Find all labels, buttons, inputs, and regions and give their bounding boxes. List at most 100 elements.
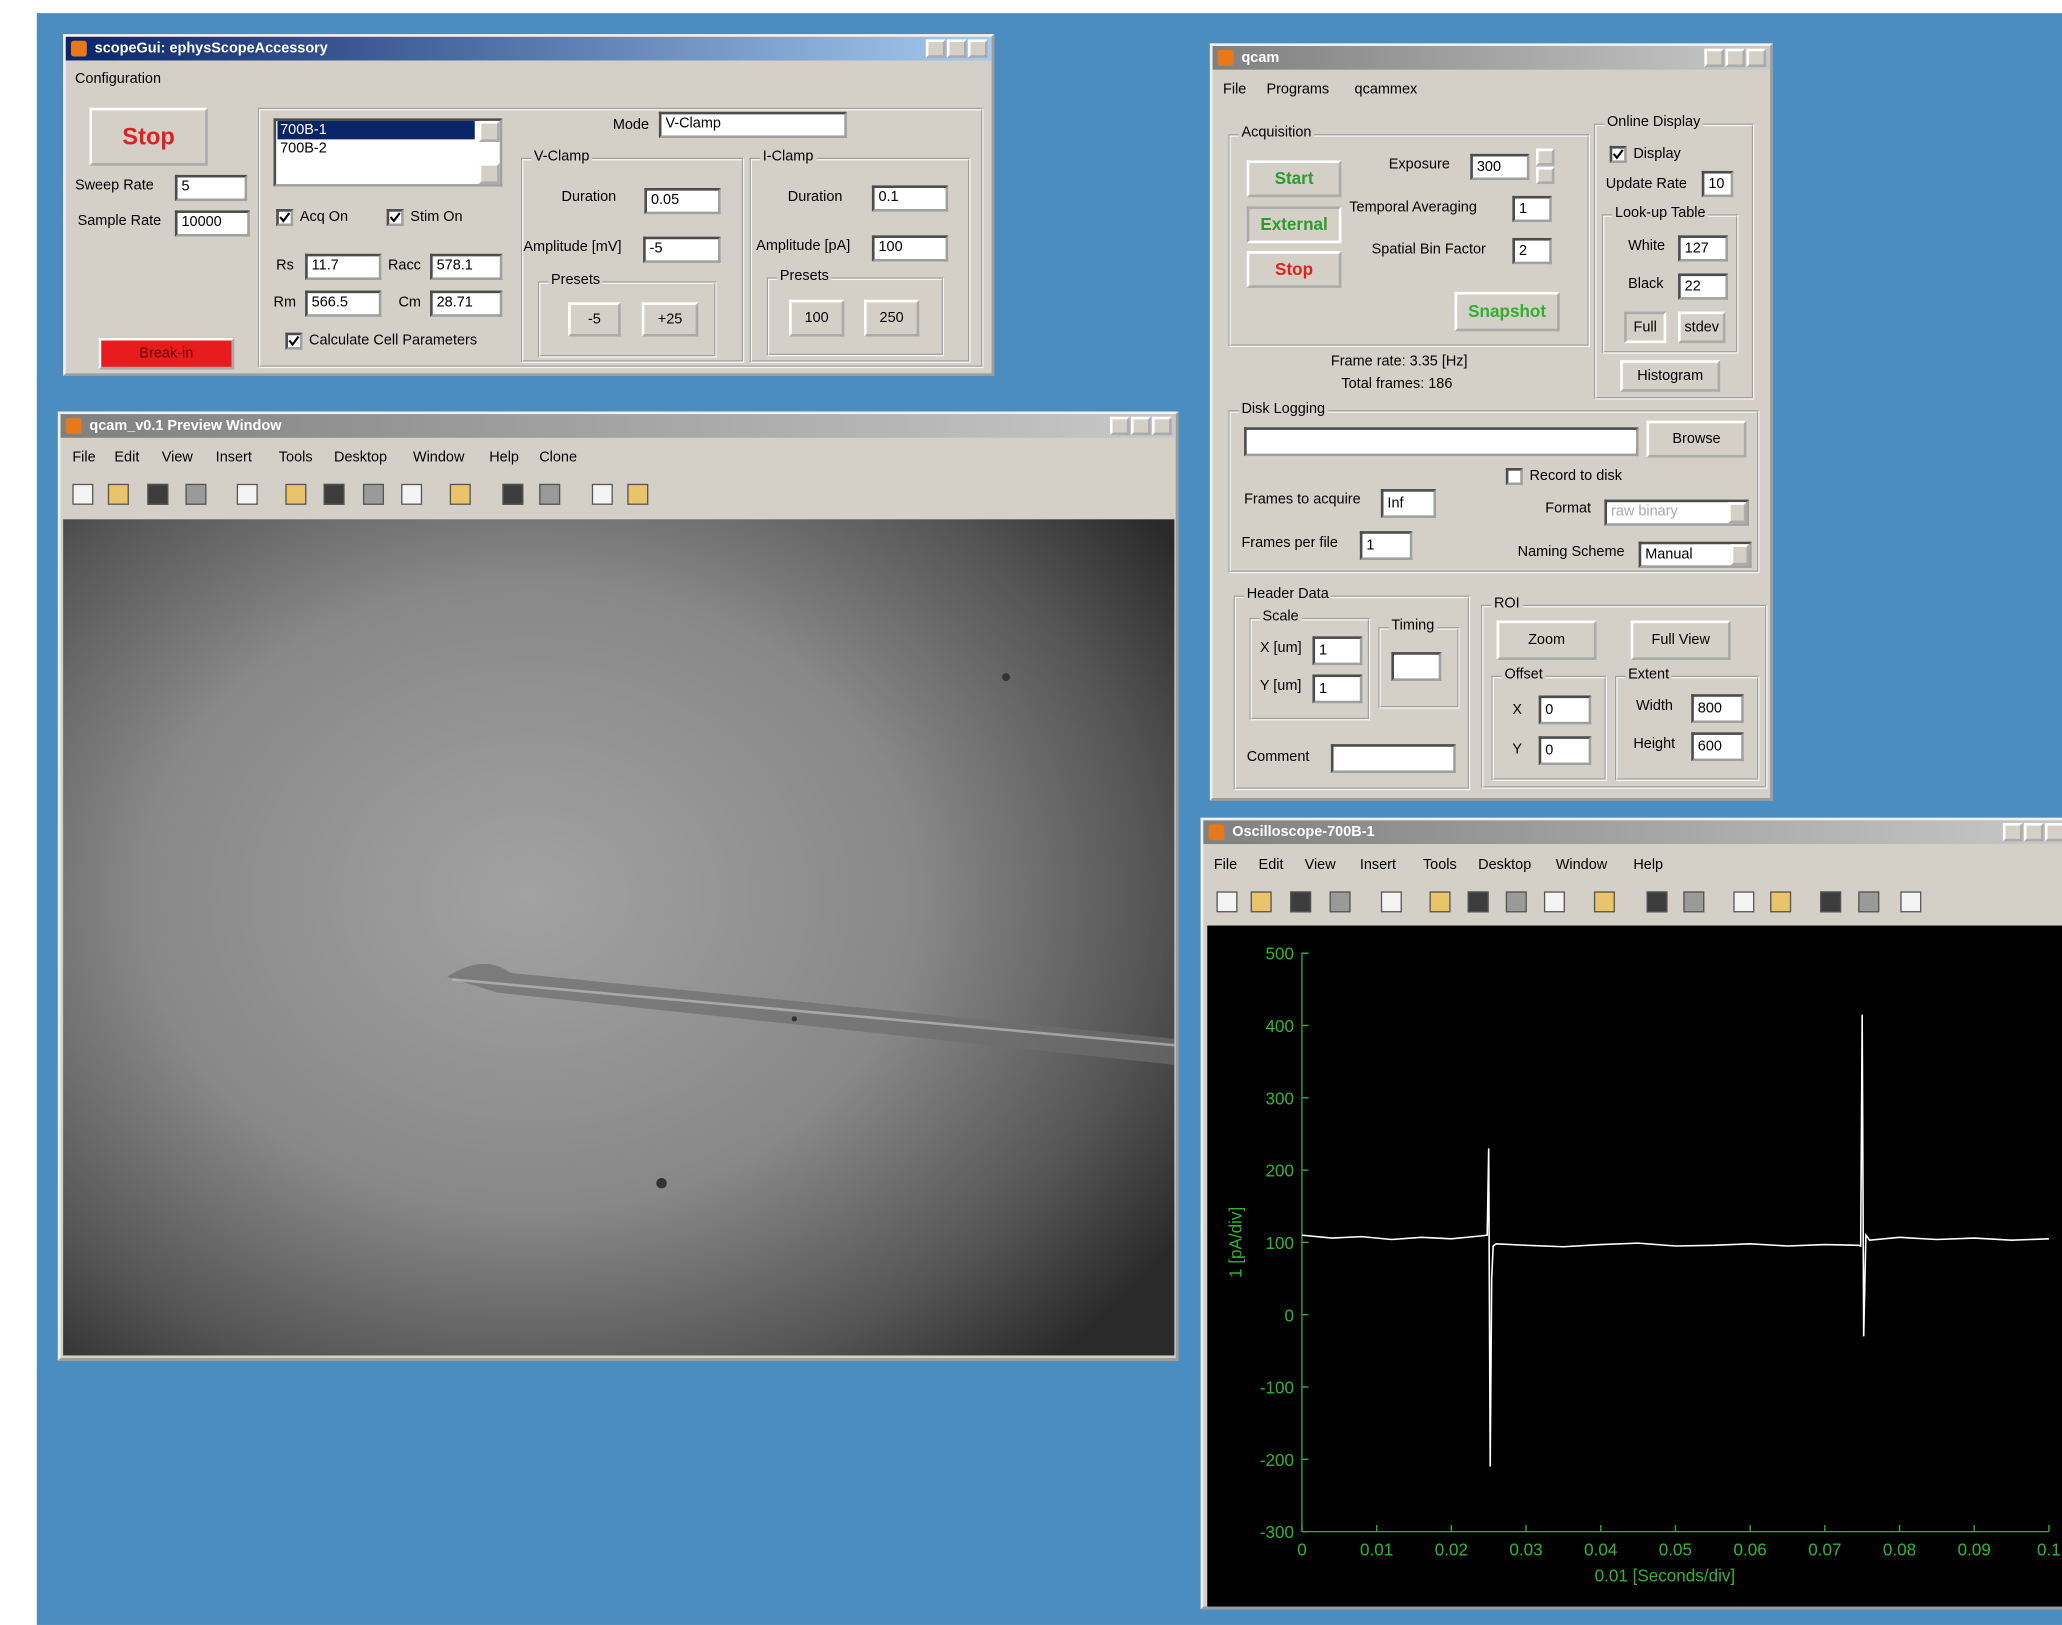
menu-item[interactable]: View bbox=[162, 448, 193, 469]
menu-item[interactable]: Edit bbox=[114, 448, 139, 469]
edit-field[interactable]: 2 bbox=[1512, 238, 1551, 264]
toolbar-icon[interactable] bbox=[1647, 891, 1668, 912]
edit-field[interactable]: 100 bbox=[872, 235, 948, 261]
close-button[interactable] bbox=[1152, 417, 1172, 435]
button[interactable]: 100 bbox=[789, 300, 844, 337]
button[interactable]: Zoom bbox=[1497, 621, 1597, 660]
edit-field[interactable] bbox=[1244, 427, 1639, 456]
menu-item[interactable]: Insert bbox=[1360, 856, 1396, 877]
toolbar-icon[interactable] bbox=[1381, 891, 1402, 912]
checkbox-label[interactable]: Acq On bbox=[300, 208, 348, 229]
edit-field[interactable]: 566.5 bbox=[305, 291, 381, 317]
toolbar-icon[interactable] bbox=[1594, 891, 1615, 912]
toolbar-icon[interactable] bbox=[401, 484, 422, 505]
toolbar-icon[interactable] bbox=[324, 484, 345, 505]
checkbox-label[interactable]: Calculate Cell Parameters bbox=[309, 331, 477, 352]
menu-item[interactable]: File bbox=[72, 448, 95, 469]
close-button[interactable] bbox=[968, 39, 988, 57]
toolbar-icon[interactable] bbox=[1468, 891, 1489, 912]
toolbar-icon[interactable] bbox=[1506, 891, 1527, 912]
maximize-button[interactable] bbox=[947, 39, 967, 57]
edit-field[interactable]: 578.1 bbox=[430, 254, 502, 280]
edit-field[interactable]: 800 bbox=[1691, 694, 1744, 723]
toolbar-icon[interactable] bbox=[627, 484, 648, 505]
edit-field[interactable]: 600 bbox=[1691, 732, 1744, 761]
minimize-button[interactable] bbox=[1704, 49, 1724, 67]
dropdown-arrow[interactable] bbox=[1731, 544, 1749, 565]
edit-field[interactable]: 0 bbox=[1539, 695, 1592, 724]
edit-field[interactable]: 1 bbox=[1360, 531, 1413, 560]
checkbox[interactable] bbox=[276, 209, 293, 226]
toolbar-icon[interactable] bbox=[237, 484, 258, 505]
checkbox[interactable] bbox=[285, 333, 302, 350]
dropdown-arrow[interactable] bbox=[1728, 502, 1746, 523]
maximize-button[interactable] bbox=[1725, 49, 1745, 67]
maximize-button[interactable] bbox=[2024, 823, 2044, 841]
scroll-up[interactable] bbox=[479, 121, 500, 142]
minimize-button[interactable] bbox=[2003, 823, 2023, 841]
toolbar-icon[interactable] bbox=[1290, 891, 1311, 912]
menu-item[interactable]: Edit bbox=[1259, 856, 1284, 877]
checkbox[interactable] bbox=[1610, 146, 1627, 163]
toolbar-icon[interactable] bbox=[1430, 891, 1451, 912]
button[interactable]: Start bbox=[1247, 160, 1342, 197]
edit-field[interactable]: 127 bbox=[1678, 235, 1728, 261]
button[interactable]: Histogram bbox=[1620, 360, 1720, 392]
button[interactable]: External bbox=[1247, 206, 1342, 243]
edit-field[interactable]: 10000 bbox=[175, 210, 250, 236]
toolbar-icon[interactable] bbox=[108, 484, 129, 505]
menu-item[interactable]: Insert bbox=[216, 448, 252, 469]
toolbar-icon[interactable] bbox=[539, 484, 560, 505]
spinner-up[interactable] bbox=[1536, 149, 1554, 166]
menu-item[interactable]: Window bbox=[413, 448, 464, 469]
scroll-down[interactable] bbox=[479, 163, 500, 184]
toolbar-icon[interactable] bbox=[1216, 891, 1237, 912]
menu-item[interactable]: Programs bbox=[1266, 80, 1329, 101]
menu-item[interactable]: View bbox=[1305, 856, 1336, 877]
minimize-button[interactable] bbox=[1110, 417, 1130, 435]
menu-item[interactable]: Window bbox=[1556, 856, 1607, 877]
button[interactable]: Full View bbox=[1631, 621, 1731, 660]
toolbar-icon[interactable] bbox=[1251, 891, 1272, 912]
edit-field[interactable]: 5 bbox=[175, 175, 247, 201]
close-button[interactable] bbox=[1746, 49, 1766, 67]
button[interactable]: Browse bbox=[1647, 421, 1747, 458]
toolbar-icon[interactable] bbox=[1733, 891, 1754, 912]
toolbar-icon[interactable] bbox=[1683, 891, 1704, 912]
menu-item[interactable]: Configuration bbox=[75, 70, 161, 91]
button[interactable]: Full bbox=[1624, 312, 1666, 344]
button[interactable]: stdev bbox=[1678, 312, 1725, 344]
toolbar-icon[interactable] bbox=[1770, 891, 1791, 912]
toolbar-icon[interactable] bbox=[72, 484, 93, 505]
toolbar-icon[interactable] bbox=[1544, 891, 1565, 912]
toolbar-icon[interactable] bbox=[1900, 891, 1921, 912]
button[interactable]: -5 bbox=[568, 302, 621, 336]
menu-item[interactable]: Tools bbox=[279, 448, 313, 469]
toolbar-icon[interactable] bbox=[285, 484, 306, 505]
toolbar-icon[interactable] bbox=[363, 484, 384, 505]
edit-field[interactable]: 28.71 bbox=[430, 291, 502, 317]
button[interactable]: Break-in bbox=[99, 338, 234, 370]
edit-field[interactable]: -5 bbox=[643, 237, 721, 263]
list-item[interactable]: 700B-2 bbox=[277, 139, 474, 157]
edit-field[interactable]: 1 bbox=[1312, 636, 1362, 665]
menu-item[interactable]: Tools bbox=[1423, 856, 1457, 877]
edit-field[interactable]: 10 bbox=[1702, 171, 1734, 197]
list-item[interactable]: 700B-1 bbox=[277, 121, 474, 139]
close-button[interactable] bbox=[2045, 823, 2062, 841]
button[interactable]: Stop bbox=[1247, 251, 1342, 288]
menu-item[interactable]: File bbox=[1214, 856, 1237, 877]
toolbar-icon[interactable] bbox=[1858, 891, 1879, 912]
edit-field[interactable]: 300 bbox=[1470, 154, 1529, 180]
checkbox[interactable] bbox=[1506, 468, 1523, 485]
toolbar-icon[interactable] bbox=[185, 484, 206, 505]
toolbar-icon[interactable] bbox=[147, 484, 168, 505]
edit-field[interactable] bbox=[1391, 652, 1441, 681]
menu-item[interactable]: Help bbox=[1633, 856, 1663, 877]
menu-item[interactable]: Desktop bbox=[1478, 856, 1531, 877]
edit-field[interactable]: Inf bbox=[1381, 489, 1436, 518]
checkbox-label[interactable]: Stim On bbox=[410, 208, 462, 229]
edit-field[interactable]: 1 bbox=[1512, 196, 1551, 222]
checkbox-label[interactable]: Display bbox=[1633, 145, 1680, 166]
toolbar-icon[interactable] bbox=[450, 484, 471, 505]
